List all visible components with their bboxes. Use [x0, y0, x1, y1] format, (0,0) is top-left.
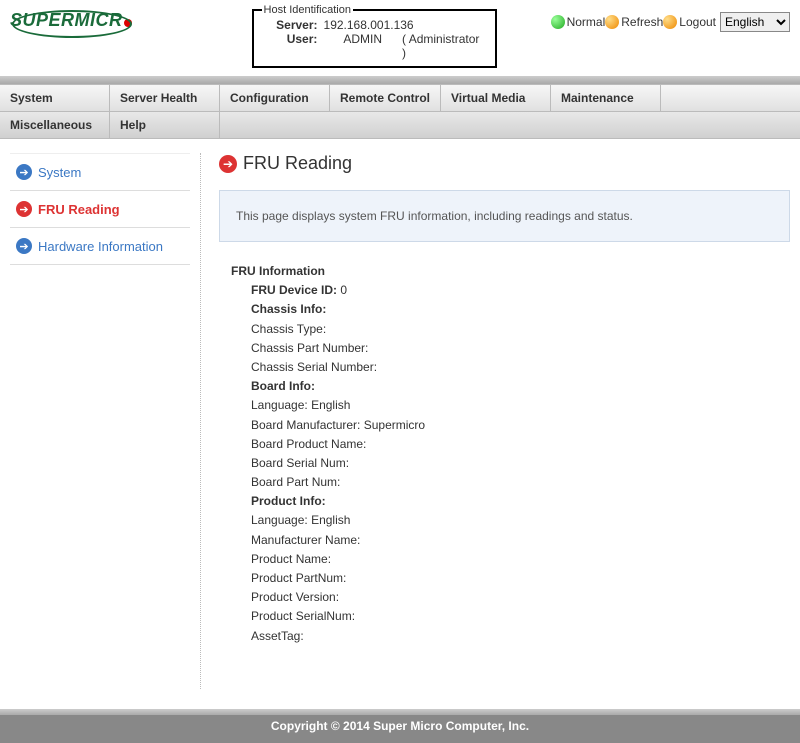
vertical-divider: [200, 153, 201, 689]
menu-configuration[interactable]: Configuration: [220, 85, 330, 111]
logout-button[interactable]: Logout: [663, 15, 716, 29]
page-title: ➔ FRU Reading: [219, 153, 790, 174]
user-value: ADMIN: [343, 32, 382, 60]
status-normal-label: Normal: [567, 15, 606, 29]
product-name-label: Product Name:: [251, 552, 331, 566]
menu-virtual-media[interactable]: Virtual Media: [441, 85, 551, 111]
footer: Copyright © 2014 Super Micro Computer, I…: [0, 715, 800, 743]
board-language-value: English: [311, 398, 350, 412]
language-select[interactable]: English: [720, 12, 790, 32]
logout-icon: [663, 15, 677, 29]
sidebar-item-label: System: [38, 165, 81, 180]
sidebar-item-fru-reading[interactable]: ➔ FRU Reading: [10, 191, 190, 228]
chassis-info-heading: Chassis Info:: [251, 300, 790, 319]
board-product-name-label: Board Product Name:: [251, 437, 366, 451]
product-serialnum-label: Product SerialNum:: [251, 609, 355, 623]
manufacturer-name-label: Manufacturer Name:: [251, 533, 360, 547]
menu-system[interactable]: System: [0, 85, 110, 111]
menu-spacer: [661, 85, 800, 111]
product-info-heading: Product Info:: [251, 492, 790, 511]
menu-maintenance[interactable]: Maintenance: [551, 85, 661, 111]
sidebar-item-hardware-information[interactable]: ➔ Hardware Information: [10, 228, 190, 265]
fru-heading: FRU Information: [231, 262, 790, 281]
menu-spacer2: [220, 112, 800, 138]
fru-device-id-label: FRU Device ID:: [251, 283, 337, 297]
sidebar: ➔ System ➔ FRU Reading ➔ Hardware Inform…: [10, 153, 190, 689]
board-serial-num-label: Board Serial Num:: [251, 456, 349, 470]
product-language-value: English: [311, 513, 350, 527]
main-menu-row1: System Server Health Configuration Remot…: [0, 84, 800, 112]
chassis-type-label: Chassis Type:: [251, 322, 326, 336]
board-info-heading: Board Info:: [251, 377, 790, 396]
arrow-icon: ➔: [16, 238, 32, 254]
separator-bar: [0, 76, 800, 84]
status-normal: Normal: [551, 15, 606, 29]
sidebar-item-label: Hardware Information: [38, 239, 163, 254]
board-language-label: Language:: [251, 398, 308, 412]
check-icon: [551, 15, 565, 29]
menu-remote-control[interactable]: Remote Control: [330, 85, 441, 111]
logout-label: Logout: [679, 15, 716, 29]
asset-tag-label: AssetTag:: [251, 629, 304, 643]
chassis-part-number-label: Chassis Part Number:: [251, 341, 368, 355]
refresh-icon: [605, 15, 619, 29]
board-manufacturer-label: Board Manufacturer:: [251, 418, 360, 432]
page-description: This page displays system FRU informatio…: [219, 190, 790, 242]
product-language-label: Language:: [251, 513, 308, 527]
fru-information: FRU Information FRU Device ID: 0 Chassis…: [219, 262, 790, 646]
refresh-button[interactable]: Refresh: [605, 15, 663, 29]
host-legend: Host Identification: [262, 4, 353, 16]
user-role: ( Administrator ): [402, 32, 486, 60]
board-manufacturer-value: Supermicro: [364, 418, 425, 432]
refresh-label: Refresh: [621, 15, 663, 29]
menu-help[interactable]: Help: [110, 112, 220, 138]
server-label: Server:: [262, 18, 318, 32]
page-title-text: FRU Reading: [243, 153, 352, 174]
arrow-icon: ➔: [219, 155, 237, 173]
arrow-icon: ➔: [16, 201, 32, 217]
board-part-num-label: Board Part Num:: [251, 475, 340, 489]
sidebar-item-label: FRU Reading: [38, 202, 120, 217]
logo: SUPERMICR: [10, 10, 132, 31]
host-identification-box: Host Identification Server: 192.168.001.…: [252, 4, 497, 68]
product-version-label: Product Version:: [251, 590, 339, 604]
user-label: User:: [262, 32, 318, 60]
chassis-serial-number-label: Chassis Serial Number:: [251, 360, 377, 374]
product-partnum-label: Product PartNum:: [251, 571, 346, 585]
fru-device-id-value: 0: [340, 283, 347, 297]
main-menu-row2: Miscellaneous Help: [0, 112, 800, 139]
server-value: 192.168.001.136: [324, 18, 414, 32]
menu-miscellaneous[interactable]: Miscellaneous: [0, 112, 110, 138]
menu-server-health[interactable]: Server Health: [110, 85, 220, 111]
arrow-icon: ➔: [16, 164, 32, 180]
sidebar-item-system[interactable]: ➔ System: [10, 153, 190, 191]
